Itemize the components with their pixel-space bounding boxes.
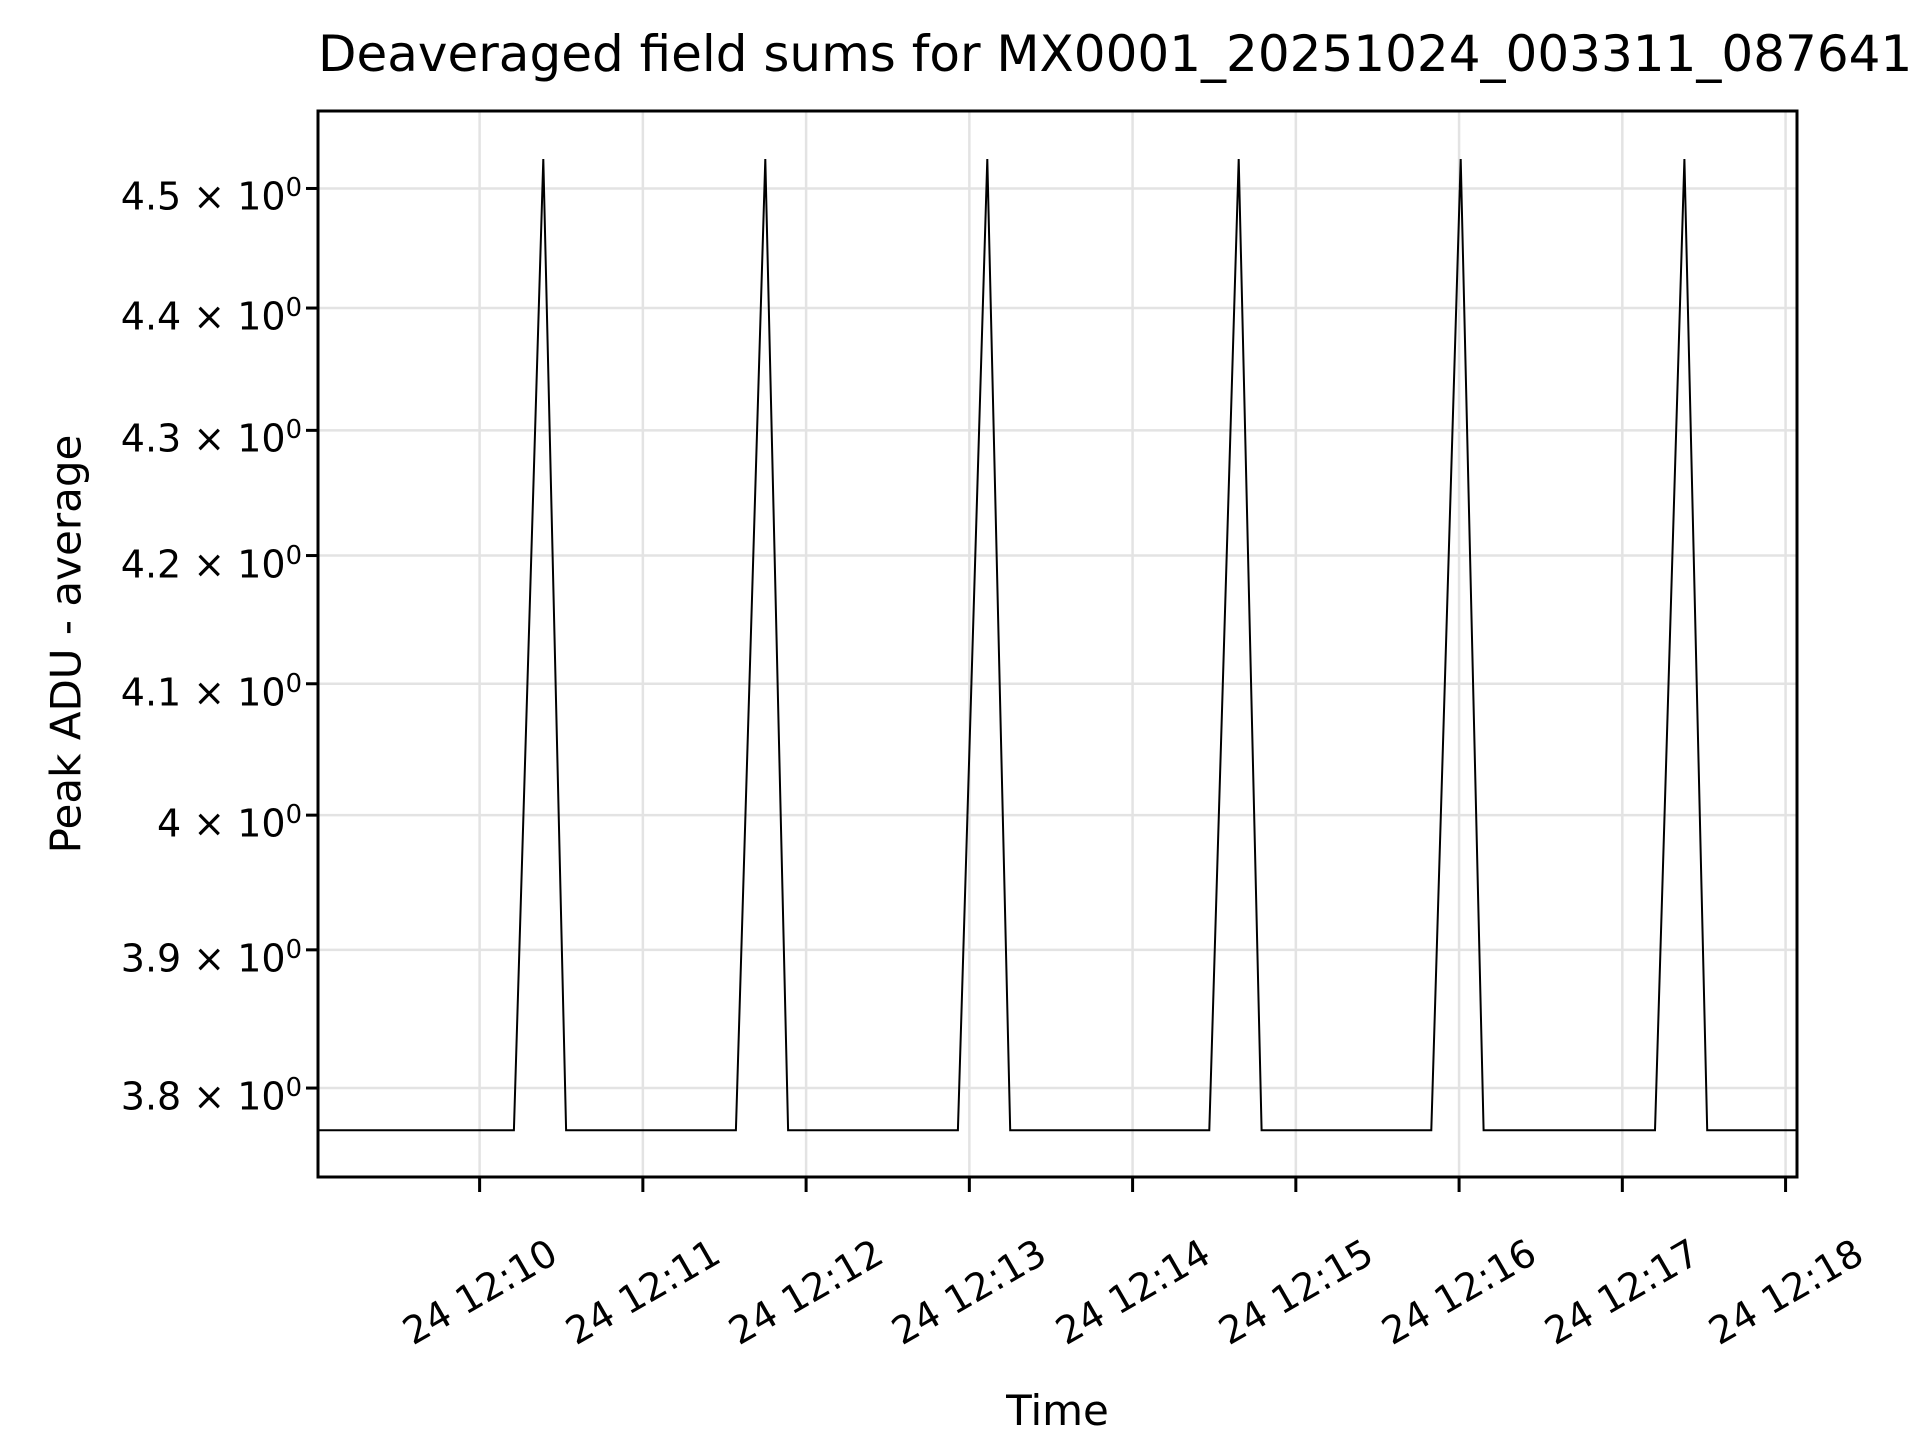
y-axis-label: Peak ADU - average <box>41 434 91 854</box>
y-tick-label: 4.3 × 100 <box>120 415 302 461</box>
y-tick-exponent: 0 <box>285 800 302 831</box>
y-tick-label: 4.4 × 100 <box>120 293 302 339</box>
y-tick-label: 4.5 × 100 <box>120 173 302 220</box>
y-tick-label: 4 × 100 <box>157 800 302 846</box>
y-tick-label: 4.2 × 100 <box>120 540 302 587</box>
y-tick-exponent: 0 <box>285 540 302 571</box>
data-line <box>318 158 1797 1132</box>
y-tick-exponent: 0 <box>285 934 302 965</box>
y-tick-label: 3.9 × 100 <box>120 934 302 981</box>
y-tick-label: 3.8 × 100 <box>120 1073 302 1119</box>
y-tick-label: 4.1 × 100 <box>120 668 302 715</box>
y-tick-exponent: 0 <box>285 173 302 204</box>
x-axis-label: Time <box>1006 1386 1109 1435</box>
y-tick-exponent: 0 <box>285 293 302 324</box>
y-tick-exponent: 0 <box>285 1073 302 1104</box>
chart-title: Deaveraged field sums for MX0001_2025102… <box>318 25 1913 83</box>
axes-spines <box>316 109 1799 1179</box>
y-tick-exponent: 0 <box>285 668 302 699</box>
y-tick-exponent: 0 <box>285 415 302 446</box>
